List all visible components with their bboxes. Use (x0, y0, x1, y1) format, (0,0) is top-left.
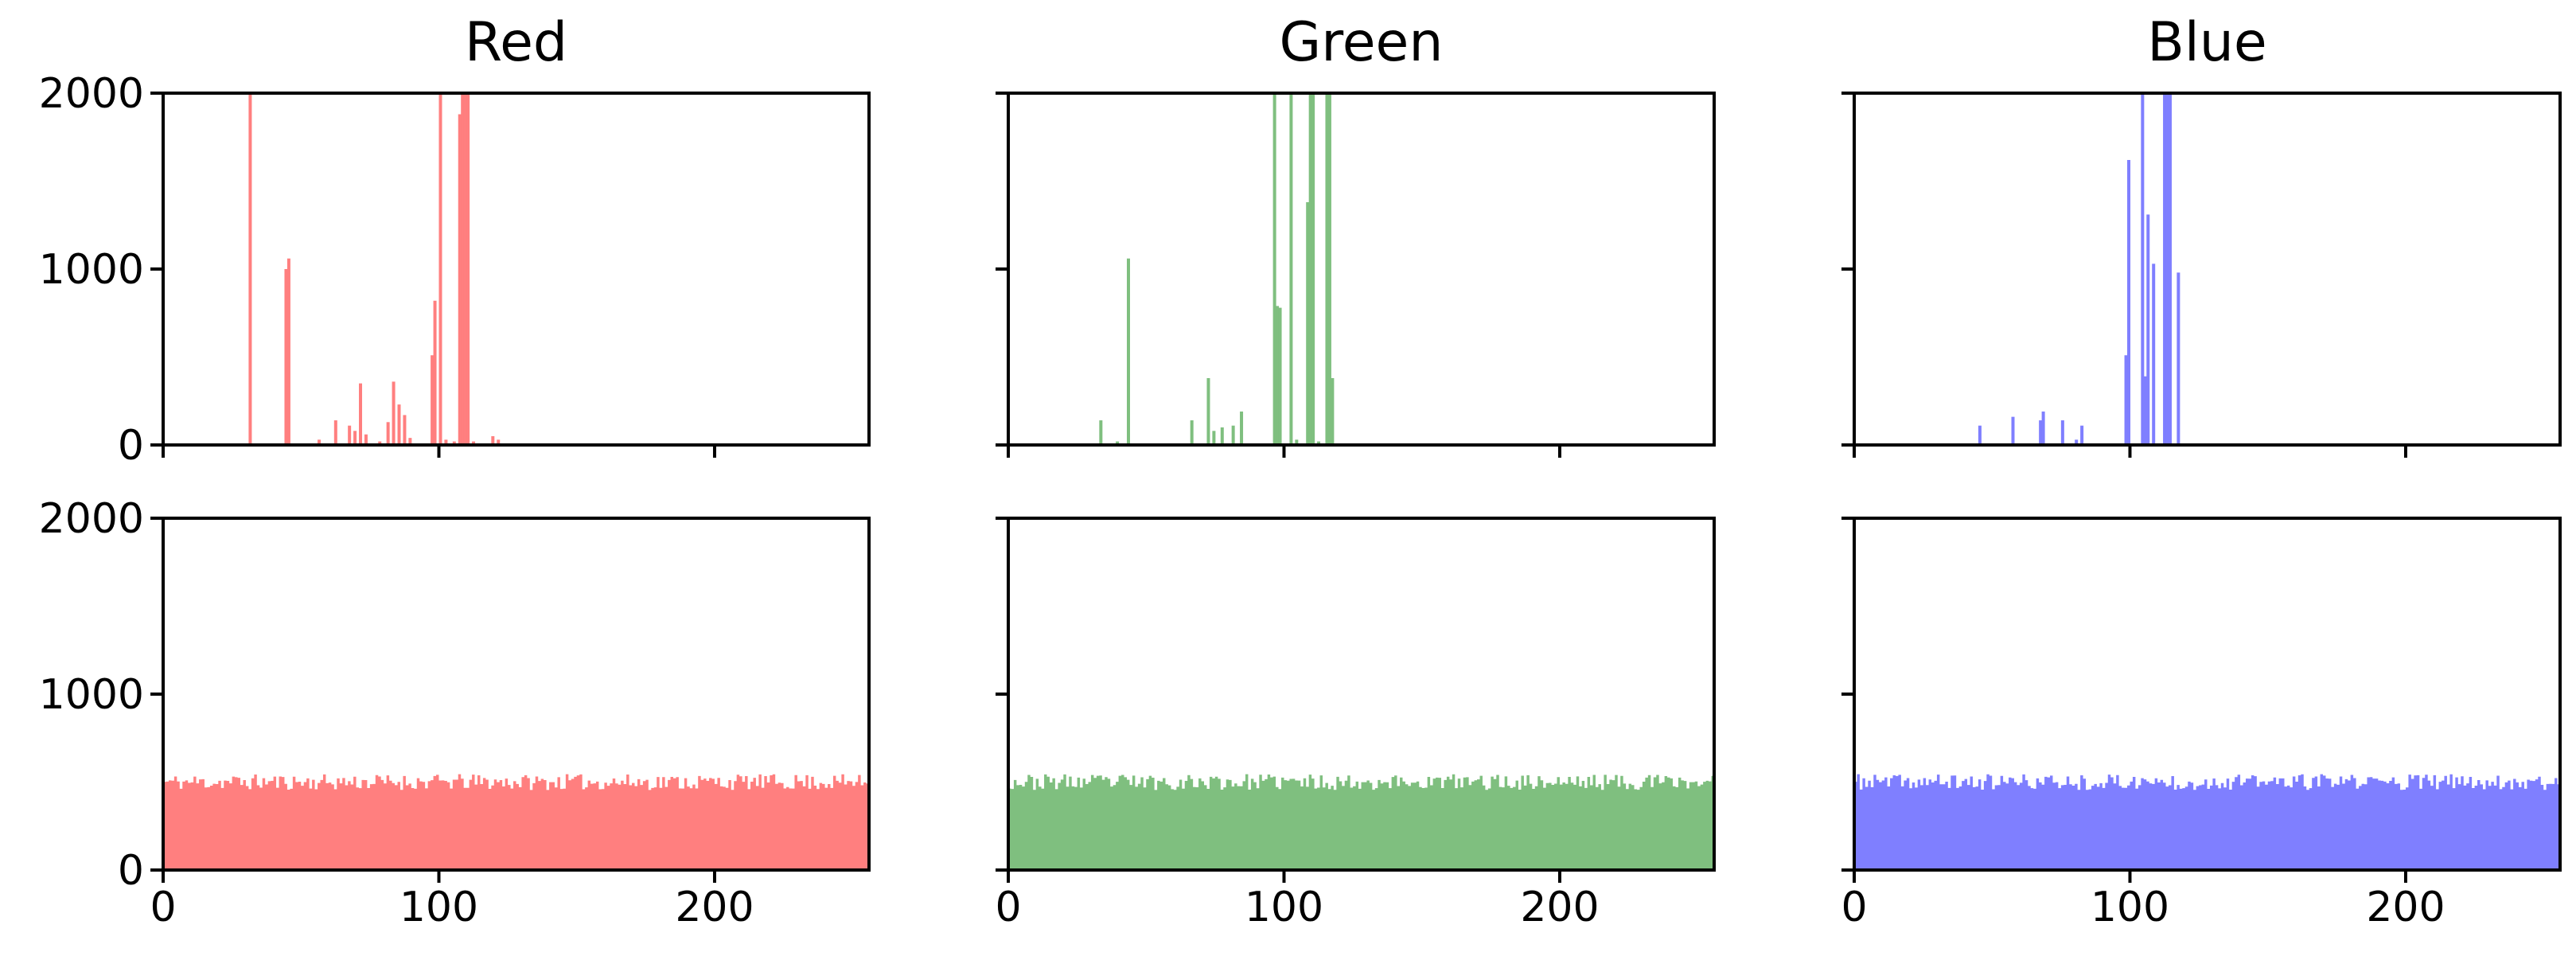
bar-green-102 (1289, 93, 1293, 445)
bar-green-110 (1311, 93, 1315, 445)
bar-blue-45 (1978, 425, 1982, 445)
bar-red-62 (333, 420, 337, 445)
bar-blue-114 (2168, 93, 2172, 445)
bar-green-74 (1212, 431, 1216, 445)
panel-green-row2: 0 100 200 (995, 517, 1716, 931)
bar-green-109 (1308, 93, 1312, 445)
bar-red-81 (386, 422, 390, 445)
bar-red-87 (403, 415, 407, 445)
bar-green-84 (1240, 412, 1244, 445)
panel-red-row1: 0 1000 2000 (39, 70, 871, 470)
bar-green-81 (1231, 425, 1235, 445)
y-tick-label: 0 (118, 847, 144, 895)
y-tick-label: 2000 (39, 70, 144, 118)
panel-title-blue: Blue (2147, 11, 2266, 74)
bar-red-31 (248, 93, 252, 445)
bar-red-105 (452, 441, 456, 445)
bar-red-44 (284, 269, 288, 445)
bar-blue-68 (2041, 412, 2045, 445)
bar-blue-113 (2165, 93, 2169, 445)
panel-blue-row1 (1841, 92, 2562, 458)
bar-red-109 (463, 93, 467, 445)
bar-blue-108 (2152, 263, 2156, 445)
bar-green-104 (1295, 439, 1299, 445)
bar-red-89 (408, 438, 412, 445)
panel-blue-row2: 0 100 200 (1841, 517, 2562, 931)
x-tick-label: 200 (675, 884, 754, 931)
bar-red-97 (431, 355, 435, 445)
bar-blue-104 (2141, 93, 2145, 445)
bar-red-71 (359, 383, 363, 445)
bar-blue-67 (2039, 420, 2043, 445)
bar-green-112 (1317, 441, 1321, 445)
bar-red-119 (491, 435, 495, 445)
bar-blue-106 (2146, 214, 2150, 445)
bar-red-108 (461, 93, 465, 445)
bar-blue-117 (2177, 272, 2180, 445)
bar-green-96 (1272, 93, 1276, 445)
bar-green-116 (1327, 93, 1331, 445)
bar-green-97 (1276, 306, 1280, 445)
panel-title-red: Red (465, 11, 567, 74)
bar-green-39 (1116, 441, 1120, 445)
bar-red-85 (397, 404, 401, 445)
bar-red-107 (458, 114, 462, 445)
bar-blue-82 (2080, 425, 2084, 445)
bar-blue-75 (2060, 420, 2064, 445)
bar-red-112 (472, 441, 476, 445)
panel-green-row1 (996, 92, 1716, 458)
x-tick-label: 0 (995, 884, 1021, 931)
bar-red-67 (348, 425, 352, 445)
bar-green-115 (1325, 93, 1329, 445)
x-tick-label: 100 (2091, 884, 2169, 931)
bar-red-45 (286, 258, 290, 445)
x-tick-label: 0 (1841, 884, 1867, 931)
bars-blue-uniform (1854, 774, 2560, 870)
panel-red-row2: 0 1000 2000 0 100 200 (39, 495, 871, 931)
x-tick-label: 200 (2366, 884, 2445, 931)
bar-blue-57 (2011, 416, 2015, 445)
x-tick-label: 100 (1245, 884, 1323, 931)
panel-title-green: Green (1280, 11, 1444, 74)
x-tick-label: 100 (399, 884, 478, 931)
bar-blue-80 (2075, 439, 2079, 445)
bars-red-uniform (163, 774, 869, 870)
x-tick-label: 200 (1520, 884, 1599, 931)
bar-red-102 (444, 439, 448, 445)
y-tick-label: 1000 (39, 671, 144, 719)
x-tick-label: 0 (150, 884, 176, 931)
bar-red-100 (438, 93, 442, 445)
bar-red-56 (318, 439, 322, 445)
bar-blue-105 (2143, 376, 2147, 445)
bar-green-33 (1099, 420, 1103, 445)
bar-green-43 (1126, 258, 1130, 445)
bar-green-117 (1331, 378, 1335, 445)
bar-blue-99 (2127, 159, 2131, 446)
bar-red-69 (353, 431, 357, 445)
bar-green-77 (1220, 427, 1224, 445)
bars-green-uniform (1008, 774, 1714, 870)
y-tick-label: 1000 (39, 246, 144, 294)
bar-green-108 (1306, 202, 1310, 445)
y-tick-label: 0 (118, 422, 144, 470)
bar-blue-112 (2163, 93, 2167, 445)
bar-green-66 (1190, 420, 1194, 445)
bar-red-83 (392, 381, 396, 445)
bar-red-73 (364, 434, 368, 445)
bar-blue-98 (2124, 355, 2128, 445)
bar-red-98 (433, 300, 437, 445)
bar-red-110 (466, 93, 470, 445)
bar-green-72 (1206, 378, 1210, 445)
bar-red-121 (497, 439, 501, 445)
bar-green-98 (1278, 307, 1282, 445)
y-tick-label: 2000 (39, 495, 144, 543)
bar-red-78 (378, 441, 382, 445)
